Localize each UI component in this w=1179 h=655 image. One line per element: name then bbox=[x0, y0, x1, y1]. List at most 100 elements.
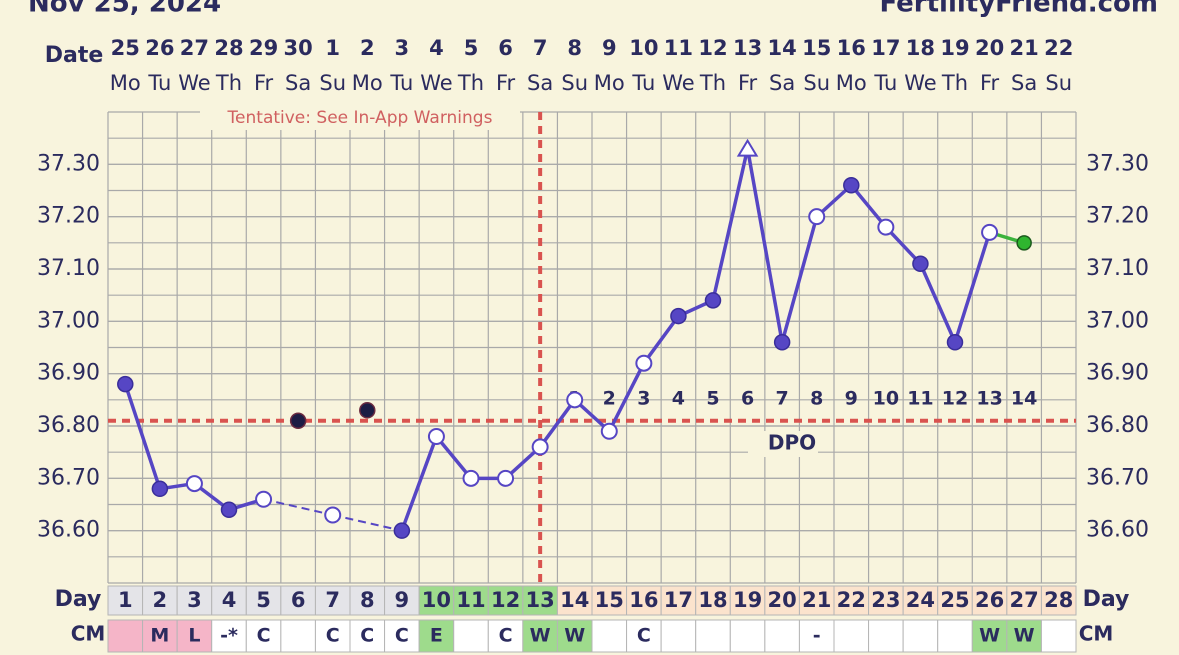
date-label: 28 bbox=[214, 36, 243, 60]
cm-label: CM bbox=[71, 622, 106, 646]
temp-segment bbox=[607, 362, 646, 433]
temp-point bbox=[531, 438, 549, 456]
temp-segment bbox=[400, 435, 439, 532]
cm-cell bbox=[868, 619, 904, 653]
y-tick-label: 36.80 bbox=[37, 413, 100, 438]
cm-cell bbox=[937, 619, 973, 653]
weekday-label: Tu bbox=[389, 71, 413, 95]
date-label: 8 bbox=[567, 36, 582, 60]
cm-cell bbox=[487, 619, 524, 653]
day-number: 8 bbox=[360, 588, 375, 612]
cm-cell bbox=[280, 619, 316, 653]
cm-cell bbox=[107, 619, 144, 653]
cm-cell bbox=[695, 619, 731, 653]
cm-cell bbox=[314, 619, 351, 653]
day-number: 27 bbox=[1010, 588, 1039, 612]
temp-point bbox=[185, 475, 203, 493]
weekday-label: Sa bbox=[769, 71, 795, 95]
temp-segment bbox=[538, 398, 577, 448]
cm-value: C bbox=[395, 625, 409, 647]
temp-point bbox=[736, 138, 759, 157]
source: FertilityFriend.com bbox=[879, 0, 1158, 19]
dpo-label: DPO bbox=[768, 431, 816, 455]
temp-point bbox=[808, 208, 826, 226]
weekday-label: Su bbox=[803, 71, 830, 95]
temp-segment bbox=[711, 148, 750, 301]
temp-point bbox=[324, 506, 342, 524]
day-cell bbox=[729, 585, 766, 616]
cm-label: CM bbox=[1079, 622, 1114, 646]
date-label: 17 bbox=[871, 36, 900, 60]
weekday-label: Mo bbox=[836, 71, 867, 95]
day-number: 20 bbox=[768, 588, 797, 612]
day-number: 22 bbox=[837, 588, 866, 612]
temp-point bbox=[704, 292, 722, 309]
weekday-label: Sa bbox=[527, 71, 553, 95]
date-label: 6 bbox=[498, 36, 513, 60]
cm-cell bbox=[349, 619, 386, 653]
dpo-number: 3 bbox=[637, 388, 650, 410]
date-label: 10 bbox=[629, 36, 658, 60]
date-label: 27 bbox=[180, 36, 209, 60]
date-label: 2 bbox=[360, 36, 375, 60]
temp-point bbox=[151, 480, 169, 498]
temp-segment bbox=[332, 513, 403, 532]
cm-cell bbox=[591, 619, 628, 653]
dpo-number: 6 bbox=[741, 388, 754, 410]
day-cell bbox=[660, 585, 697, 616]
weekday-label: Tu bbox=[147, 71, 171, 95]
cm-value: M bbox=[150, 625, 169, 647]
date-label: 18 bbox=[906, 36, 935, 60]
y-tick-label: 37.00 bbox=[37, 308, 100, 333]
weekday-label: Th bbox=[215, 71, 242, 95]
day-number: 13 bbox=[526, 588, 555, 612]
day-cell bbox=[245, 585, 282, 616]
temp-segment bbox=[123, 383, 162, 490]
temp-point bbox=[600, 422, 618, 440]
date-label: 1 bbox=[325, 36, 340, 60]
temp-segment bbox=[918, 263, 957, 343]
chart-title: Nov 25, 2024 bbox=[28, 0, 221, 19]
y2-tick-label: 36.80 bbox=[1086, 413, 1149, 438]
y-tick-label: 37.10 bbox=[37, 256, 100, 281]
temp-point bbox=[393, 522, 411, 539]
date-label: 20 bbox=[975, 36, 1004, 60]
y2-tick-label: 36.90 bbox=[1086, 361, 1149, 386]
annotation: Tentative: See In-App Warnings bbox=[227, 108, 493, 128]
weekday-label: Sa bbox=[1011, 71, 1037, 95]
temp-point bbox=[462, 469, 480, 487]
temp-segment bbox=[953, 231, 992, 343]
dpo-number: 8 bbox=[810, 388, 823, 410]
day-number: 28 bbox=[1044, 588, 1073, 612]
cm-value: - bbox=[813, 625, 821, 647]
day-cell bbox=[142, 585, 178, 616]
day-number: 16 bbox=[629, 588, 658, 612]
weekday-label: We bbox=[178, 71, 210, 95]
day-number: 6 bbox=[291, 588, 306, 612]
temp-point bbox=[497, 469, 515, 487]
weekday-label: Th bbox=[457, 71, 484, 95]
y2-tick-label: 37.00 bbox=[1086, 308, 1149, 333]
day-number: 1 bbox=[118, 588, 133, 612]
weekday-label: Su bbox=[561, 71, 588, 95]
day-number: 24 bbox=[906, 588, 935, 612]
date-label: 16 bbox=[837, 36, 866, 60]
date-label: 3 bbox=[395, 36, 410, 60]
dpo-number: 2 bbox=[603, 388, 616, 410]
cm-cell bbox=[902, 619, 939, 653]
date-label: 29 bbox=[249, 36, 278, 60]
day-number: 3 bbox=[187, 588, 202, 612]
day-cell bbox=[522, 585, 558, 616]
weekday-label: Mo bbox=[594, 71, 625, 95]
cm-cell bbox=[453, 619, 489, 653]
day-cell bbox=[384, 585, 420, 616]
cm-cell bbox=[384, 619, 420, 653]
cm-cell bbox=[556, 619, 593, 653]
weekday-label: We bbox=[420, 71, 452, 95]
temp-point bbox=[912, 255, 929, 273]
temp-point bbox=[670, 307, 687, 325]
cm-cell bbox=[522, 619, 558, 653]
cm-value: C bbox=[637, 625, 651, 647]
